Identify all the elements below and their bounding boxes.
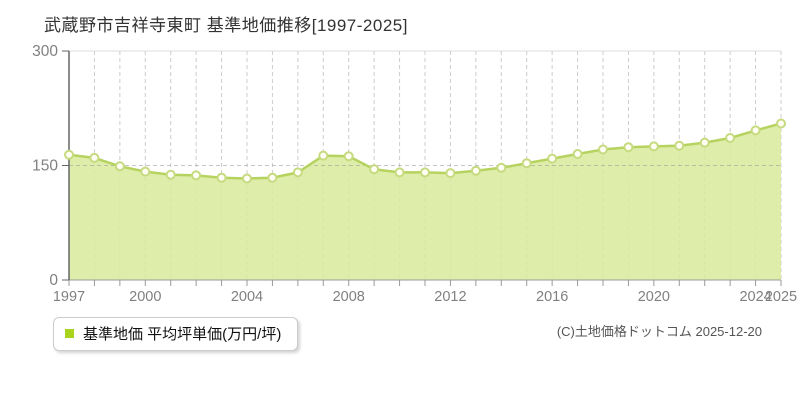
data-point-2007 [318, 150, 329, 161]
copyright-text: (C)土地価格ドットコム 2025-12-20 [556, 324, 762, 339]
data-point-2008 [343, 151, 354, 162]
x-tick-label: 1997 [53, 289, 85, 305]
data-point-2023 [725, 133, 736, 143]
x-tick-label: 2016 [536, 289, 568, 305]
x-tick-label: 2012 [434, 289, 466, 305]
data-point-2017 [572, 149, 583, 159]
legend-marker-swatch [65, 329, 74, 338]
data-point-2002 [191, 170, 202, 181]
data-point-2015 [521, 158, 532, 169]
x-tick-label: 2020 [638, 289, 670, 305]
data-point-2000 [140, 166, 151, 177]
data-point-2009 [369, 164, 380, 175]
x-tick-label: 2008 [333, 289, 365, 305]
data-point-2016 [547, 153, 558, 164]
x-tick-label: 2000 [129, 289, 161, 305]
data-point-2012 [445, 168, 456, 179]
x-tick-label: 2004 [231, 289, 263, 305]
data-point-2010 [394, 167, 405, 178]
data-point-2013 [470, 165, 481, 176]
data-point-1998 [89, 152, 100, 163]
data-point-2011 [420, 167, 430, 178]
chart-title: 武蔵野市吉祥寺東町 基準地価推移[1997-2025] [44, 16, 408, 35]
data-point-2006 [292, 167, 303, 178]
x-tick-label: 2024 [739, 289, 771, 305]
data-point-2018 [598, 144, 608, 155]
data-point-1999 [114, 161, 125, 172]
data-point-2025 [776, 118, 786, 129]
y-tick-label: 150 [32, 158, 58, 175]
data-point-1997 [64, 149, 74, 160]
data-point-2019 [623, 142, 634, 153]
data-point-2021 [674, 140, 685, 151]
data-point-2003 [216, 172, 227, 183]
legend-label: 基準地価 平均坪単価(万円/坪) [83, 326, 282, 343]
data-point-2014 [496, 162, 507, 173]
data-point-2024 [750, 125, 761, 136]
y-tick-label: 300 [32, 43, 58, 60]
price-area [69, 123, 781, 280]
data-point-2001 [165, 169, 176, 180]
price-trend-chart: 0 150 300 1997 2000 2004 2008 2012 2016 2020 20242… [32, 43, 797, 305]
data-point-2004 [242, 173, 252, 184]
data-point-2005 [267, 172, 278, 183]
legend: 基準地価 平均坪単価(万円/坪) [53, 317, 299, 351]
data-point-2022 [699, 137, 710, 148]
data-point-2020 [648, 141, 659, 152]
y-tick-label: 0 [49, 272, 58, 289]
x-tick-label: 2025 [765, 289, 797, 305]
